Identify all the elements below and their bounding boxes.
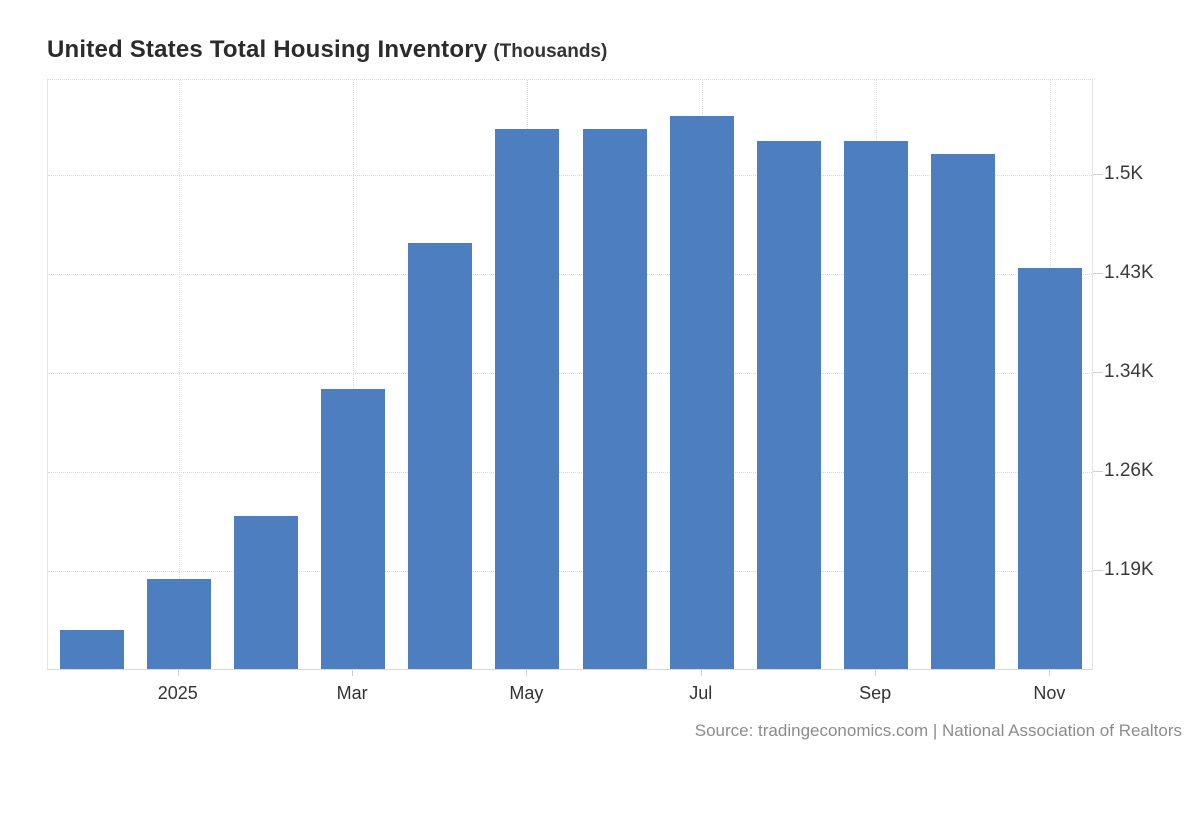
y-axis-label: 1.19K bbox=[1104, 558, 1154, 580]
bar-mar-2025[interactable] bbox=[321, 388, 386, 669]
y-gridline bbox=[48, 274, 1092, 276]
chart-title: United States Total Housing Inventory (Th… bbox=[47, 36, 607, 64]
bar-apr-2025[interactable] bbox=[408, 242, 473, 669]
y-axis-label: 1.26K bbox=[1104, 459, 1154, 481]
y-axis-label: 1.43K bbox=[1104, 262, 1154, 284]
x-tick-mark bbox=[526, 670, 528, 676]
x-axis-label: Jul bbox=[689, 683, 713, 703]
bar-may-2025[interactable] bbox=[495, 128, 560, 669]
chart-title-main: United States Total Housing Inventory bbox=[47, 36, 488, 63]
y-gridline bbox=[48, 372, 1092, 374]
x-axis-label: May bbox=[509, 683, 544, 703]
x-gridline bbox=[353, 80, 355, 669]
x-axis-label: Sep bbox=[859, 683, 892, 703]
y-axis-label: 1.34K bbox=[1104, 360, 1154, 382]
bar-feb-2025[interactable] bbox=[233, 515, 298, 669]
y-tick-mark bbox=[1093, 174, 1103, 176]
y-tick-mark bbox=[1093, 273, 1103, 275]
x-tick-mark bbox=[177, 670, 179, 676]
y-gridline bbox=[48, 175, 1092, 177]
y-gridline bbox=[48, 471, 1092, 473]
bar-dec-2024[interactable] bbox=[59, 629, 124, 669]
x-gridline bbox=[178, 80, 180, 669]
x-tick-mark bbox=[700, 670, 702, 676]
bar-jun-2025[interactable] bbox=[582, 128, 647, 669]
y-tick-mark bbox=[1093, 569, 1103, 571]
y-tick-mark bbox=[1093, 371, 1103, 373]
x-tick-mark bbox=[875, 670, 877, 676]
x-tick-mark bbox=[1049, 670, 1051, 676]
bar-jan-2025[interactable] bbox=[146, 578, 211, 669]
bar-sep-2025[interactable] bbox=[844, 141, 909, 669]
bar-nov-2025[interactable] bbox=[1018, 268, 1083, 669]
x-tick-mark bbox=[352, 670, 354, 676]
bar-oct-2025[interactable] bbox=[931, 154, 996, 669]
x-axis-label: Nov bbox=[1033, 683, 1066, 703]
x-axis-label: 2025 bbox=[157, 683, 198, 703]
bar-aug-2025[interactable] bbox=[756, 141, 821, 669]
x-axis-label: Mar bbox=[336, 683, 368, 703]
y-axis-label: 1.5K bbox=[1104, 163, 1144, 185]
chart-title-unit: (Thousands) bbox=[493, 41, 608, 62]
plot-area bbox=[47, 79, 1093, 670]
y-gridline bbox=[48, 570, 1092, 572]
bar-jul-2025[interactable] bbox=[669, 116, 734, 669]
y-tick-mark bbox=[1093, 470, 1103, 472]
source-attribution: Source: tradingeconomics.com | National … bbox=[694, 721, 1182, 740]
